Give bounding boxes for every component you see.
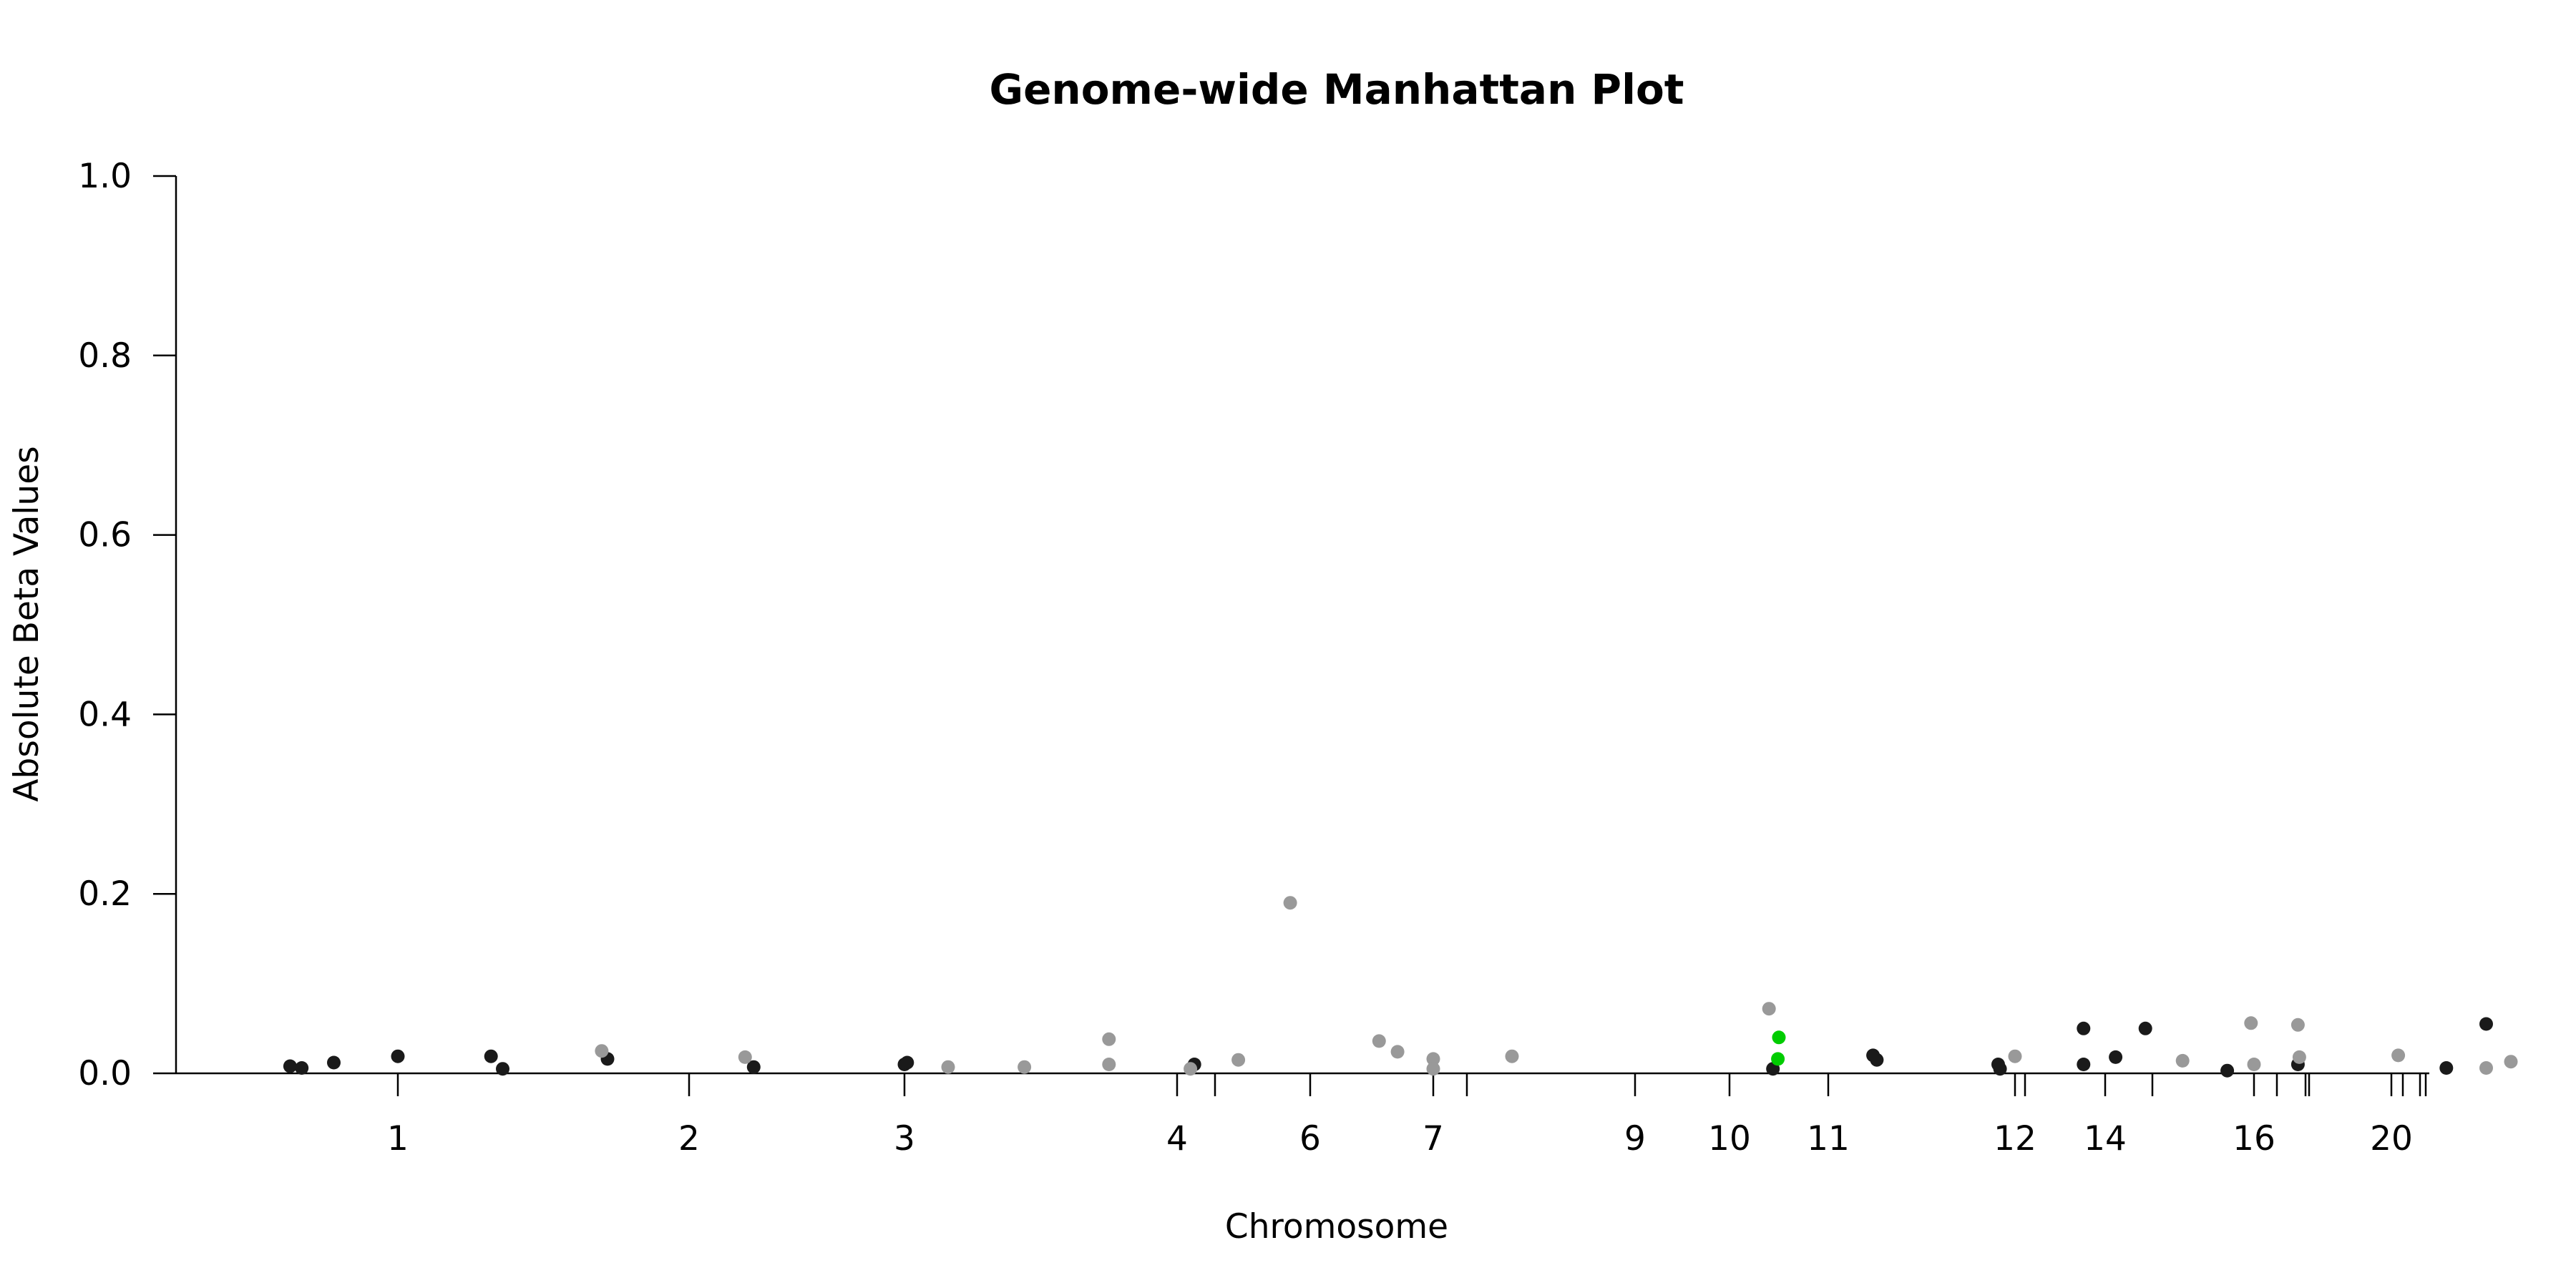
data-point — [746, 1060, 761, 1074]
data-point — [595, 1044, 609, 1058]
data-point — [941, 1060, 955, 1074]
data-point — [738, 1050, 752, 1064]
data-point — [2244, 1016, 2258, 1030]
y-tick-label: 1.0 — [78, 157, 132, 196]
data-point — [2247, 1058, 2261, 1071]
data-point — [1372, 1034, 1386, 1048]
data-point — [2391, 1048, 2406, 1063]
data-point — [2077, 1021, 2091, 1035]
data-point — [1390, 1045, 1405, 1059]
data-point — [900, 1055, 914, 1070]
data-point — [1102, 1032, 1116, 1046]
data-point — [2292, 1050, 2306, 1064]
data-point — [1426, 1052, 1440, 1066]
y-tick-label: 0.2 — [78, 874, 132, 914]
y-axis-title: Absolute Beta Values — [7, 446, 47, 801]
data-point — [2220, 1063, 2235, 1078]
x-tick-label: 3 — [894, 1119, 915, 1158]
x-tick-label: 20 — [2370, 1119, 2413, 1158]
y-axis-ticks: 0.0 0.2 0.4 0.6 0.8 1.0 — [78, 157, 176, 1093]
x-tick-label: 16 — [2233, 1119, 2275, 1158]
data-point — [1762, 1002, 1776, 1016]
data-point — [283, 1059, 297, 1073]
data-point — [496, 1062, 509, 1076]
data-point — [2504, 1055, 2518, 1069]
x-tick-label: 2 — [678, 1119, 700, 1158]
data-point — [1993, 1062, 2007, 1076]
data-point — [1771, 1052, 1785, 1066]
data-point — [2479, 1017, 2493, 1031]
x-tick-label: 7 — [1423, 1119, 1444, 1158]
data-point — [1426, 1062, 1440, 1076]
data-point — [2439, 1061, 2454, 1075]
x-tick-label: 9 — [1624, 1119, 1646, 1158]
data-point — [327, 1055, 341, 1070]
data-point — [2175, 1053, 2190, 1068]
data-point — [2109, 1050, 2123, 1064]
data-point — [1870, 1053, 1884, 1067]
data-point — [2077, 1058, 2091, 1071]
x-tick-label: 4 — [1166, 1119, 1188, 1158]
x-tick-label: 6 — [1299, 1119, 1321, 1158]
data-point — [1505, 1049, 1519, 1063]
y-tick-label: 0.6 — [78, 516, 132, 555]
data-point — [2290, 1018, 2305, 1032]
x-tick-label: 14 — [2084, 1119, 2127, 1158]
data-points — [283, 896, 2518, 1078]
x-tick-label: 10 — [1708, 1119, 1751, 1158]
x-axis-title: Chromosome — [1225, 1207, 1448, 1246]
data-point — [1283, 896, 1297, 910]
x-tick-label: 12 — [1994, 1119, 2036, 1158]
data-point — [2479, 1061, 2493, 1075]
data-point — [391, 1049, 405, 1063]
y-tick-label: 0.0 — [78, 1054, 132, 1093]
data-point — [295, 1061, 309, 1075]
y-tick-label: 0.4 — [78, 695, 132, 734]
data-point — [1772, 1030, 1786, 1045]
x-axis-ticks: 1 2 3 4 6 7 9 10 11 12 14 16 20 — [387, 1073, 2427, 1158]
data-point — [1184, 1062, 1198, 1076]
x-tick-label: 1 — [387, 1119, 409, 1158]
y-tick-label: 0.8 — [78, 336, 132, 376]
data-point — [1102, 1058, 1116, 1071]
data-point — [1231, 1053, 1246, 1067]
data-point — [1018, 1060, 1032, 1074]
data-point — [2138, 1021, 2152, 1035]
data-point — [2008, 1049, 2022, 1063]
chart-title: Genome-wide Manhattan Plot — [989, 65, 1684, 114]
x-tick-label: 11 — [1807, 1119, 1850, 1158]
data-point — [484, 1049, 498, 1063]
